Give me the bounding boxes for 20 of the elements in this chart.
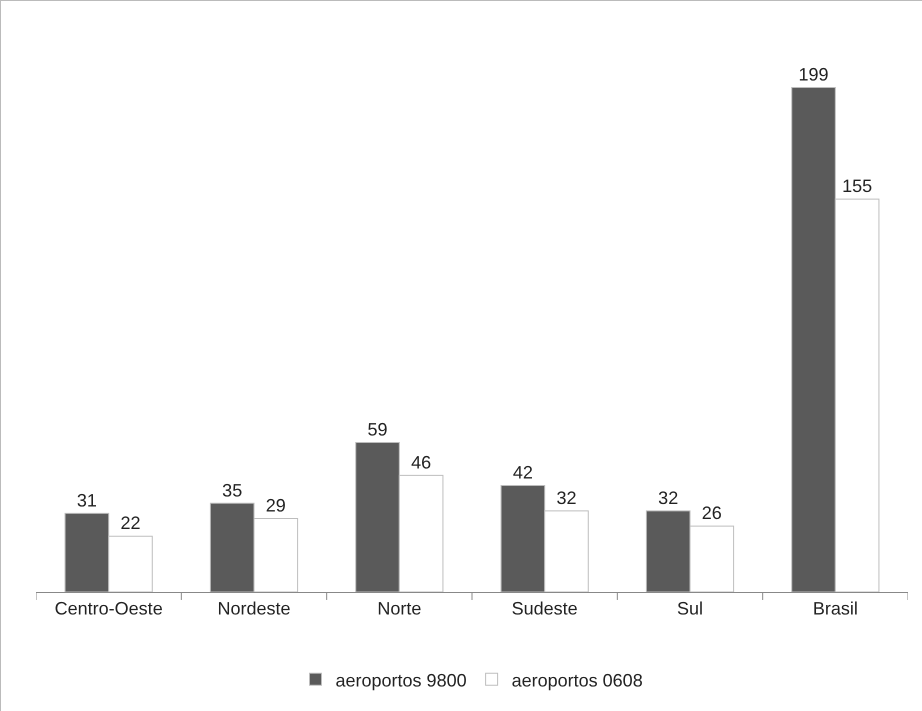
x-tick-label: Sul [676,598,704,619]
data-label: 22 [120,513,140,534]
data-label: 29 [266,495,286,516]
data-label: 35 [222,480,242,500]
data-label: 199 [798,64,829,85]
legend-label: aeroportos 0608 [512,670,643,690]
data-label: 155 [842,176,872,196]
x-tick-label: Brasil [812,598,858,619]
legend-label: aeroportos 9800 [336,670,467,690]
data-label: 46 [411,452,432,472]
data-label: 26 [702,503,722,524]
data-label: 42 [512,462,533,483]
data-label: 32 [556,488,576,508]
x-tick-label: Centro-Oeste [54,598,163,619]
data-label: 59 [368,419,388,440]
x-tick-label: Norte [377,598,422,619]
data-label: 32 [658,488,678,508]
x-tick-label: Sudeste [512,598,578,619]
data-label: 31 [76,490,97,510]
x-tick-label: Nordeste [217,598,291,619]
